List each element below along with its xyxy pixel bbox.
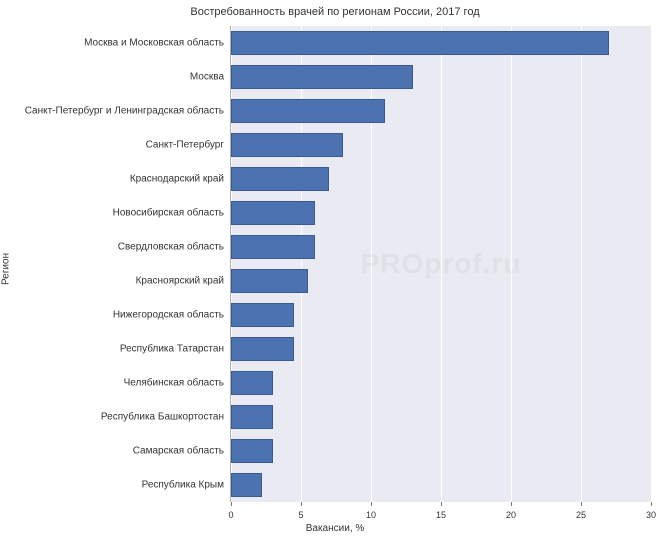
bar (231, 269, 308, 293)
bar (231, 303, 294, 327)
y-tick-label: Челябинская область (124, 378, 224, 389)
y-tick-label: Нижегородская область (113, 310, 224, 321)
bar (231, 31, 609, 55)
bar (231, 235, 315, 259)
bar (231, 65, 413, 89)
y-tick-label: Санкт-Петербург (146, 140, 224, 151)
x-tick-label: 10 (366, 510, 376, 520)
bar (231, 337, 294, 361)
x-tick (581, 502, 582, 506)
x-axis-label: Вакансии, % (0, 523, 670, 534)
grid-line (651, 26, 652, 502)
x-tick-label: 20 (506, 510, 516, 520)
x-tick-label: 25 (576, 510, 586, 520)
bar (231, 473, 262, 497)
y-tick-label: Республика Татарстан (120, 344, 224, 355)
y-tick-label: Новосибирская область (113, 208, 224, 219)
grid-line (231, 26, 232, 502)
y-tick-label: Республика Башкортостан (101, 412, 224, 423)
y-tick-label: Краснодарский край (130, 174, 224, 185)
y-tick-label: Москва (190, 72, 224, 83)
y-tick-label: Санкт-Петербург и Ленинградская область (25, 106, 224, 117)
x-tick-label: 30 (646, 510, 656, 520)
grid-line (371, 26, 372, 502)
bar (231, 133, 343, 157)
plot-area: PROprof.ru 051015202530 (230, 26, 651, 502)
grid-line (301, 26, 302, 502)
bar (231, 439, 273, 463)
x-tick (231, 502, 232, 506)
x-tick-label: 0 (228, 510, 233, 520)
chart-container: Востребованность врачей по регионам Росс… (0, 0, 670, 538)
chart-title: Востребованность врачей по регионам Росс… (0, 6, 670, 18)
grid-line (581, 26, 582, 502)
x-tick (301, 502, 302, 506)
x-tick (511, 502, 512, 506)
bar (231, 405, 273, 429)
y-tick-label: Свердловская область (118, 242, 224, 253)
x-tick-label: 15 (436, 510, 446, 520)
y-tick-label: Москва и Московская область (84, 38, 224, 49)
bar (231, 201, 315, 225)
grid-line (441, 26, 442, 502)
x-tick-label: 5 (298, 510, 303, 520)
y-tick-label: Самарская область (133, 446, 224, 457)
y-tick-label: Красноярский край (136, 276, 224, 287)
bar (231, 371, 273, 395)
grid-line (511, 26, 512, 502)
y-tick-label: Республика Крым (142, 480, 224, 491)
x-tick (371, 502, 372, 506)
x-tick (441, 502, 442, 506)
bar (231, 99, 385, 123)
bar (231, 167, 329, 191)
x-tick (651, 502, 652, 506)
y-axis-label: Регион (1, 253, 12, 285)
